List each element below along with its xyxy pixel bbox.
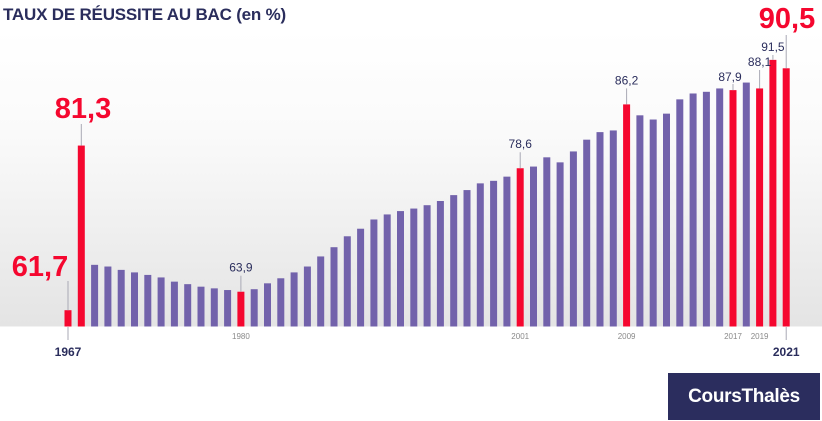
bar-1985 — [303, 266, 311, 327]
data-label-1968: 81,3 — [55, 93, 111, 125]
bar-2016 — [716, 88, 724, 327]
bar-2002 — [530, 166, 537, 327]
bar-1982 — [264, 283, 271, 327]
tick-label-2001: 2001 — [511, 332, 529, 341]
bar-2017 — [729, 90, 737, 328]
bar-1977 — [197, 286, 205, 327]
tick-label-2017: 2017 — [724, 332, 742, 341]
bar-2015 — [702, 91, 710, 327]
data-label-2021: 90,5 — [759, 3, 815, 35]
data-label-2019: 88,1 — [748, 55, 772, 69]
bar-1995 — [436, 201, 444, 327]
data-label-2020: 91,5 — [761, 40, 785, 54]
bar-1973 — [144, 274, 152, 327]
bar-2018 — [742, 82, 750, 327]
chart-title: TAUX DE RÉUSSITE AU BAC (en %) — [3, 5, 287, 24]
bar-2013 — [676, 99, 684, 327]
bar-1987 — [330, 247, 338, 327]
bar-2011 — [649, 119, 657, 328]
bar-1970 — [104, 266, 112, 327]
bar-1989 — [357, 228, 365, 327]
data-label-1980: 63,9 — [229, 261, 253, 275]
bar-1996 — [450, 195, 458, 327]
bar-2001 — [516, 168, 524, 327]
bar-1975 — [170, 281, 178, 327]
bar-2004 — [556, 162, 564, 327]
bar-2021 — [782, 68, 790, 327]
bar-2006 — [583, 139, 591, 327]
bar-1974 — [157, 277, 165, 327]
bar-2012 — [663, 113, 670, 327]
bar-1994 — [423, 205, 431, 327]
bar-1984 — [290, 272, 298, 327]
bar-1972 — [131, 272, 138, 327]
bar-1967 — [64, 310, 72, 327]
logo-text: CoursThalès — [688, 385, 800, 407]
bar-2019 — [756, 88, 764, 327]
bar-1992 — [397, 211, 404, 327]
bar-1998 — [476, 183, 484, 327]
bar-1976 — [184, 284, 192, 327]
bar-1978 — [210, 288, 218, 327]
bar-1991 — [383, 214, 391, 327]
bar-1979 — [224, 290, 232, 327]
bar-2003 — [543, 157, 551, 327]
bar-1988 — [343, 236, 351, 327]
data-label-2017: 87,9 — [718, 70, 742, 84]
bar-1993 — [410, 208, 418, 327]
bar-1971 — [117, 269, 125, 327]
bar-2020 — [769, 59, 777, 327]
tick-label-2019: 2019 — [751, 332, 769, 341]
tick-label-1980: 1980 — [232, 332, 250, 341]
data-label-2009: 86,2 — [615, 73, 639, 87]
bar-1968 — [77, 145, 85, 327]
data-label-2001: 78,6 — [509, 137, 533, 151]
bar-2008 — [609, 130, 617, 327]
bar-1986 — [317, 256, 325, 327]
bar-1997 — [463, 190, 471, 327]
bar-1969 — [91, 264, 99, 327]
tick-label-1967: 1967 — [55, 345, 82, 359]
bar-1981 — [250, 289, 258, 327]
bar-2000 — [503, 176, 511, 327]
bar-2007 — [596, 132, 604, 327]
tick-label-2021: 2021 — [773, 345, 800, 359]
bar-2010 — [636, 115, 644, 327]
data-label-1967: 61,7 — [12, 251, 68, 283]
bar-2014 — [689, 93, 697, 327]
bar-2009 — [623, 104, 631, 328]
bar-1999 — [490, 180, 498, 327]
bar-1983 — [277, 278, 285, 327]
coursthales-logo: CoursThalès — [668, 373, 820, 420]
bar-2005 — [569, 151, 577, 327]
bar-1980 — [237, 291, 245, 327]
tick-label-2009: 2009 — [618, 332, 636, 341]
bar-1990 — [370, 219, 378, 327]
